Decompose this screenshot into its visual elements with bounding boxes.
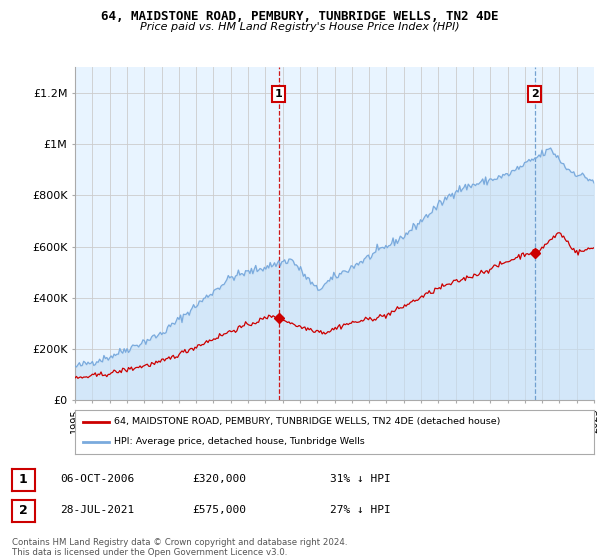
Text: 64, MAIDSTONE ROAD, PEMBURY, TUNBRIDGE WELLS, TN2 4DE: 64, MAIDSTONE ROAD, PEMBURY, TUNBRIDGE W… [101,10,499,23]
Text: 31% ↓ HPI: 31% ↓ HPI [330,474,391,484]
Text: 2: 2 [531,89,539,99]
Text: £575,000: £575,000 [192,505,246,515]
Text: 06-OCT-2006: 06-OCT-2006 [60,474,134,484]
Text: 28-JUL-2021: 28-JUL-2021 [60,505,134,515]
Text: 27% ↓ HPI: 27% ↓ HPI [330,505,391,515]
Text: HPI: Average price, detached house, Tunbridge Wells: HPI: Average price, detached house, Tunb… [114,437,365,446]
Text: £320,000: £320,000 [192,474,246,484]
Text: 1: 1 [19,473,28,487]
Text: 2: 2 [19,504,28,517]
Text: Price paid vs. HM Land Registry's House Price Index (HPI): Price paid vs. HM Land Registry's House … [140,22,460,32]
Text: 64, MAIDSTONE ROAD, PEMBURY, TUNBRIDGE WELLS, TN2 4DE (detached house): 64, MAIDSTONE ROAD, PEMBURY, TUNBRIDGE W… [114,417,500,426]
Text: Contains HM Land Registry data © Crown copyright and database right 2024.
This d: Contains HM Land Registry data © Crown c… [12,538,347,557]
Text: 1: 1 [275,89,283,99]
